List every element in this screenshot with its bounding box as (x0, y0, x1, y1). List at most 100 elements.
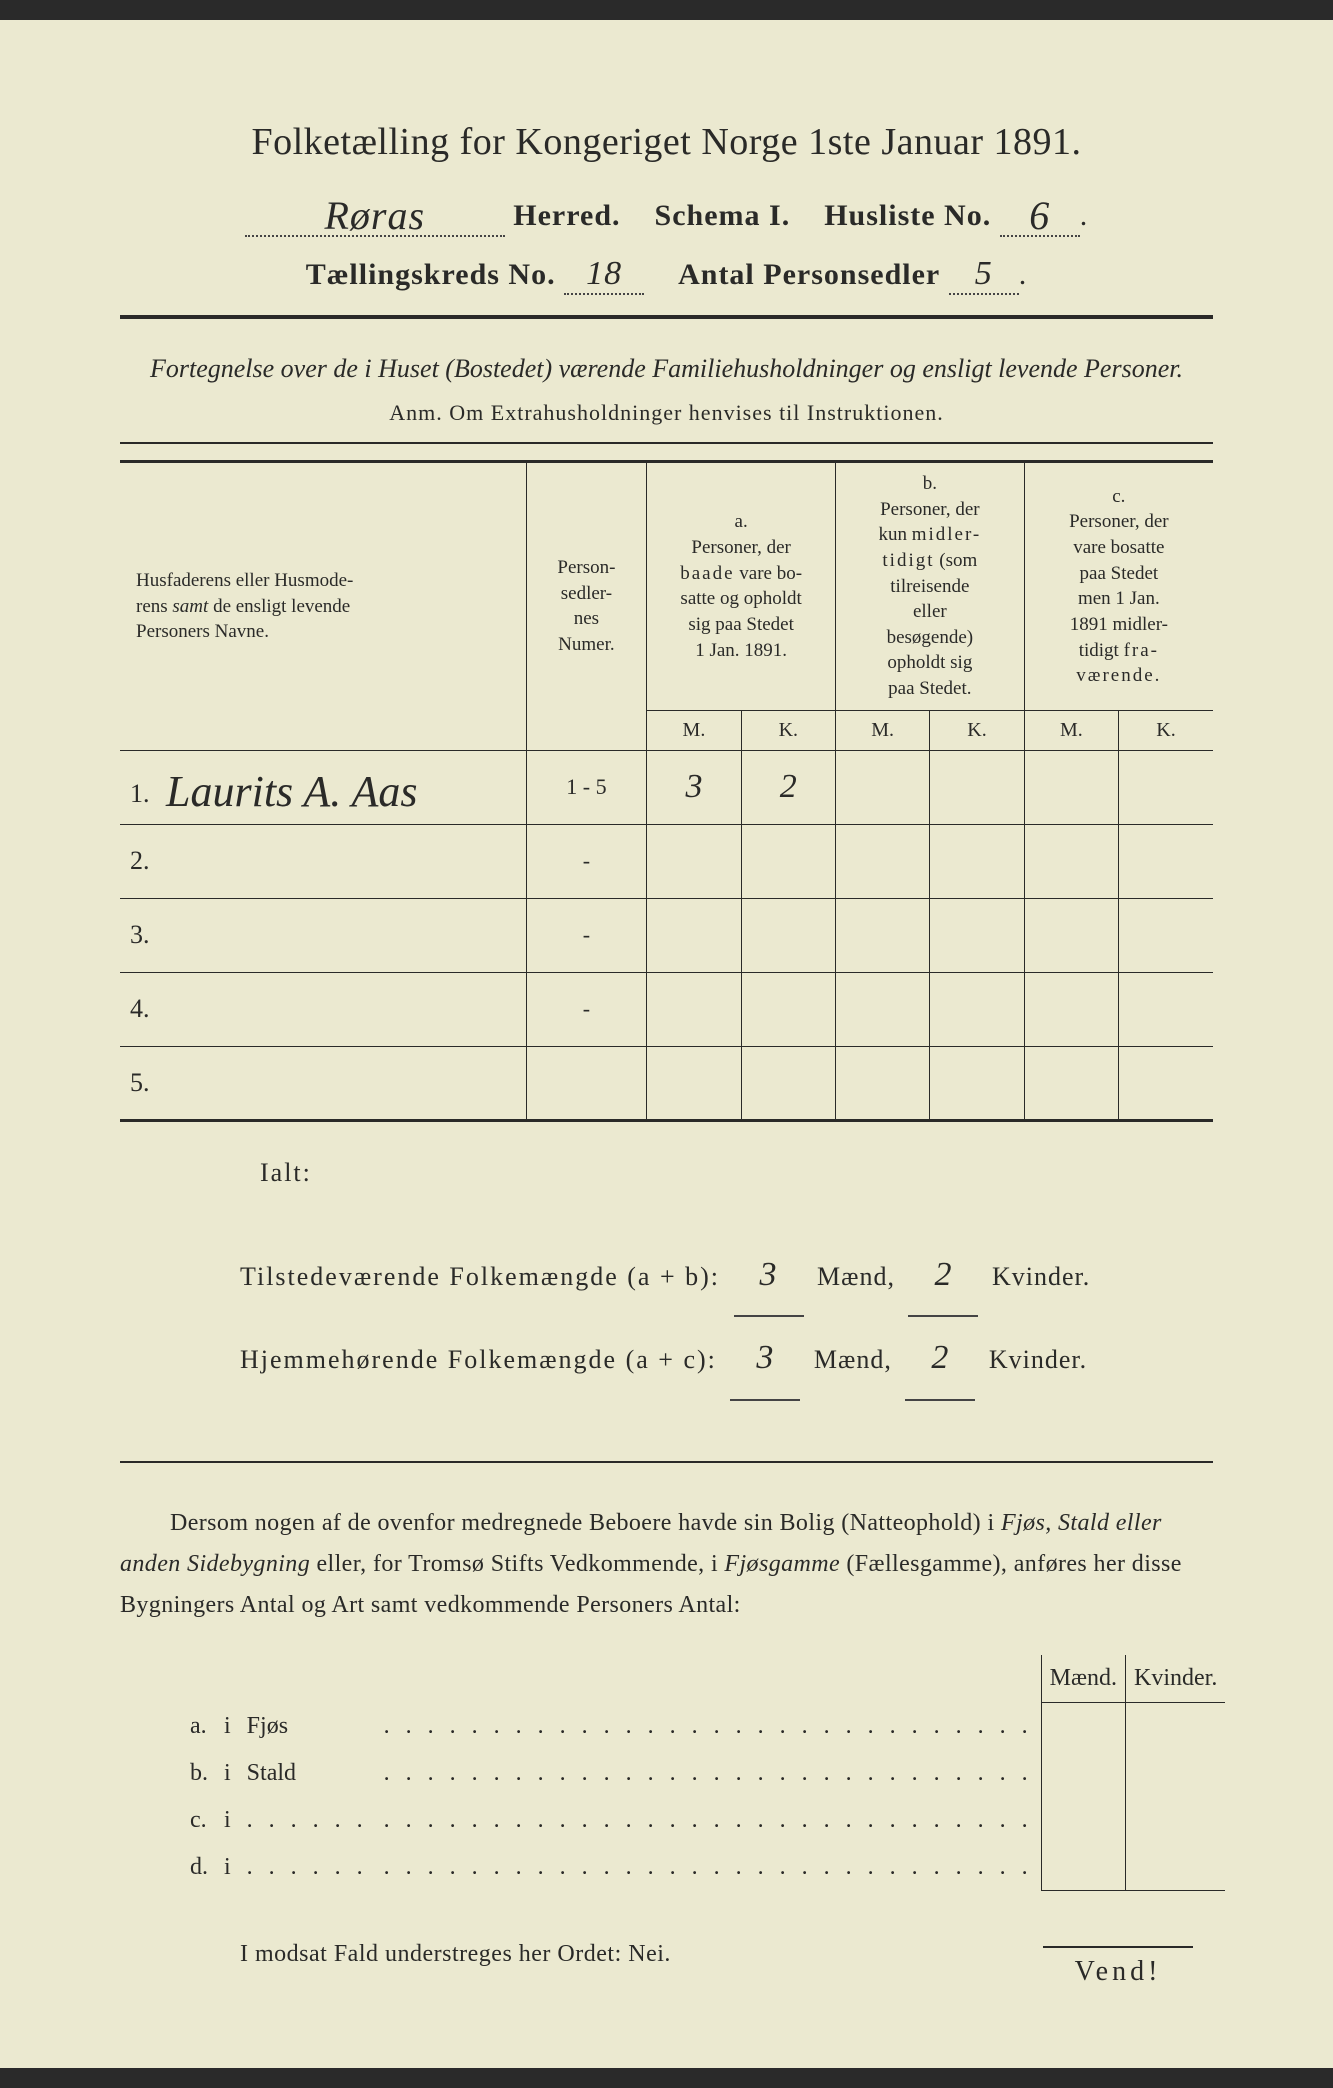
cell-cm (1024, 972, 1118, 1046)
household-name: Laurits A. Aas (166, 766, 417, 817)
building-i: i (216, 1750, 239, 1797)
building-row: d. i . . . . . . . . . . . . . . . . . .… (120, 1844, 1225, 1891)
building-row: b. i Stald . . . . . . . . . . . . . . .… (120, 1750, 1225, 1797)
cell-am (647, 972, 741, 1046)
header-line-1: Røras Herred. Schema I. Husliste No. 6. (120, 188, 1213, 237)
totals-block: Tilstedeværende Folkemængde (a + b): 3 M… (240, 1234, 1213, 1401)
cell-ck (1119, 898, 1213, 972)
cell-ck (1119, 824, 1213, 898)
cell-num: 1 - 5 (526, 750, 647, 824)
page-title: Folketælling for Kongeriget Norge 1ste J… (120, 120, 1213, 164)
cell-am (647, 898, 741, 972)
table-row: 1. Laurits A. Aas 1 - 5 3 2 (120, 750, 1213, 824)
antal-value: 5 (975, 255, 993, 292)
building-i: i (216, 1703, 239, 1750)
building-k (1126, 1844, 1226, 1891)
table-row: 2. - (120, 824, 1213, 898)
row-num: 1. (130, 779, 150, 808)
building-letter: a. (120, 1703, 216, 1750)
col-b-k: K. (930, 710, 1024, 750)
cell-bk (930, 972, 1024, 1046)
herred-value: Røras (324, 192, 425, 239)
building-paragraph: Dersom nogen af de ovenfor medregnede Be… (120, 1503, 1213, 1625)
divider-3 (120, 1461, 1213, 1463)
cell-ak (741, 1046, 835, 1120)
taellingskreds-value: 18 (586, 255, 622, 292)
cell-ak (741, 898, 835, 972)
col-c-k: K. (1119, 710, 1213, 750)
building-label: . . . . . . (239, 1797, 376, 1844)
kvinder-label: Kvinder. (992, 1262, 1090, 1291)
cell-bk (930, 750, 1024, 824)
row-num: 3. (130, 920, 150, 949)
building-table: Mænd. Kvinder. a. i Fjøs . . . . . . . .… (120, 1655, 1225, 1891)
dots: . . . . . . . . . . . . . . . . . . . . … (376, 1844, 1042, 1891)
building-k (1126, 1703, 1226, 1750)
divider-2 (120, 442, 1213, 444)
taellingskreds-label: Tællingskreds No. (306, 258, 556, 291)
husliste-label: Husliste No. (824, 199, 991, 232)
building-row: a. i Fjøs . . . . . . . . . . . . . . . … (120, 1703, 1225, 1750)
table-row: 3. - (120, 898, 1213, 972)
cell-cm (1024, 750, 1118, 824)
kvinder-label-2: Kvinder. (989, 1345, 1087, 1374)
row-num: 2. (130, 846, 150, 875)
cell-bm (835, 824, 929, 898)
census-form-page: Folketælling for Kongeriget Norge 1ste J… (0, 20, 1333, 2068)
table-row: 4. - (120, 972, 1213, 1046)
col-num-header: Person-sedler-nesNumer. (526, 462, 647, 751)
tilstedevaerende-label: Tilstedeværende Folkemængde (a + b): (240, 1246, 720, 1308)
cell-cm (1024, 1046, 1118, 1120)
anm-note: Anm. Om Extrahusholdninger henvises til … (120, 400, 1213, 426)
col-b-m: M. (835, 710, 929, 750)
household-table: Husfaderens eller Husmode-rens samt de e… (120, 460, 1213, 1122)
row-num: 4. (130, 994, 150, 1023)
dots: . . . . . . . . . . . . . . . . . . . . … (376, 1703, 1042, 1750)
cell-ck (1119, 750, 1213, 824)
cell-ck (1119, 1046, 1213, 1120)
cell-am: 3 (685, 768, 702, 805)
col-a-m: M. (647, 710, 741, 750)
building-k (1126, 1750, 1226, 1797)
col-a-k: K. (741, 710, 835, 750)
cell-cm (1024, 824, 1118, 898)
cell-num (526, 1046, 647, 1120)
vend-label: Vend! (1043, 1946, 1193, 1988)
hjemmehorende-k: 2 (931, 1339, 949, 1376)
cell-bm (835, 898, 929, 972)
dots: . . . . . . . . . . . . . . . . . . . . … (376, 1797, 1042, 1844)
building-i: i (216, 1797, 239, 1844)
hjemmehorende-label: Hjemmehørende Folkemængde (a + c): (240, 1329, 717, 1391)
cell-bm (835, 750, 929, 824)
building-label: Fjøs (239, 1703, 376, 1750)
tilstedevaerende-m: 3 (760, 1256, 778, 1293)
cell-num: - (526, 898, 647, 972)
col-c-m: M. (1024, 710, 1118, 750)
cell-bm (835, 972, 929, 1046)
cell-bk (930, 1046, 1024, 1120)
subtitle: Fortegnelse over de i Huset (Bostedet) v… (120, 349, 1213, 388)
antal-label: Antal Personsedler (678, 258, 940, 291)
header-line-2: Tællingskreds No. 18 Antal Personsedler … (120, 255, 1213, 295)
dots: . . . . . . . . . . . . . . . . . . . . … (376, 1750, 1042, 1797)
cell-am (647, 824, 741, 898)
building-i: i (216, 1844, 239, 1891)
building-k (1126, 1797, 1226, 1844)
building-letter: b. (120, 1750, 216, 1797)
row-num: 5. (130, 1068, 150, 1097)
building-m (1041, 1844, 1125, 1891)
hjemmehorende-m: 3 (756, 1339, 774, 1376)
ialt-label: Ialt: (260, 1158, 1213, 1188)
cell-num: - (526, 972, 647, 1046)
schema-label: Schema I. (655, 199, 791, 232)
building-letter: c. (120, 1797, 216, 1844)
col-c-header: c.Personer, dervare bosattepaa Stedetmen… (1024, 462, 1213, 711)
building-m (1041, 1750, 1125, 1797)
building-letter: d. (120, 1844, 216, 1891)
kvinder-col-header: Kvinder. (1126, 1655, 1226, 1703)
cell-bm (835, 1046, 929, 1120)
maend-label: Mænd, (817, 1262, 895, 1291)
col-b-header: b.Personer, derkun midler-tidigt (somtil… (835, 462, 1024, 711)
cell-bk (930, 824, 1024, 898)
building-m (1041, 1703, 1125, 1750)
